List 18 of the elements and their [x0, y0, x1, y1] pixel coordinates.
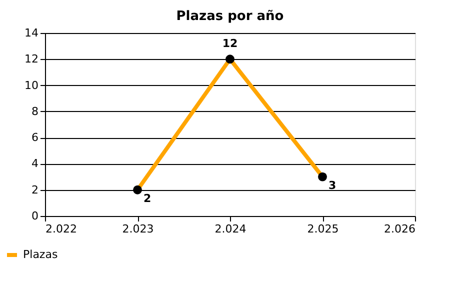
data-label: 12: [222, 37, 238, 50]
y-tick-label: 0: [32, 210, 38, 222]
y-tick-label: 6: [32, 131, 38, 144]
legend-label: Plazas: [23, 248, 58, 261]
y-tick-label: 10: [24, 78, 38, 92]
x-tick-label: 2.022: [46, 222, 77, 236]
y-tick-label: 8: [32, 104, 38, 118]
y-tick-label: 4: [32, 157, 38, 170]
x-tick-label: 2.024: [214, 222, 246, 236]
x-tick-label: 2.025: [307, 222, 339, 236]
x-tick-label: 2.023: [122, 222, 154, 236]
y-tick-label: 12: [24, 52, 38, 66]
data-label: 2: [144, 192, 152, 205]
data-label: 3: [328, 178, 336, 192]
y-tick-label: 2: [32, 183, 38, 196]
y-tick-label: 14: [24, 26, 38, 40]
chart-title: Plazas por año: [176, 9, 284, 24]
x-tick-label: 2.026: [384, 222, 416, 236]
